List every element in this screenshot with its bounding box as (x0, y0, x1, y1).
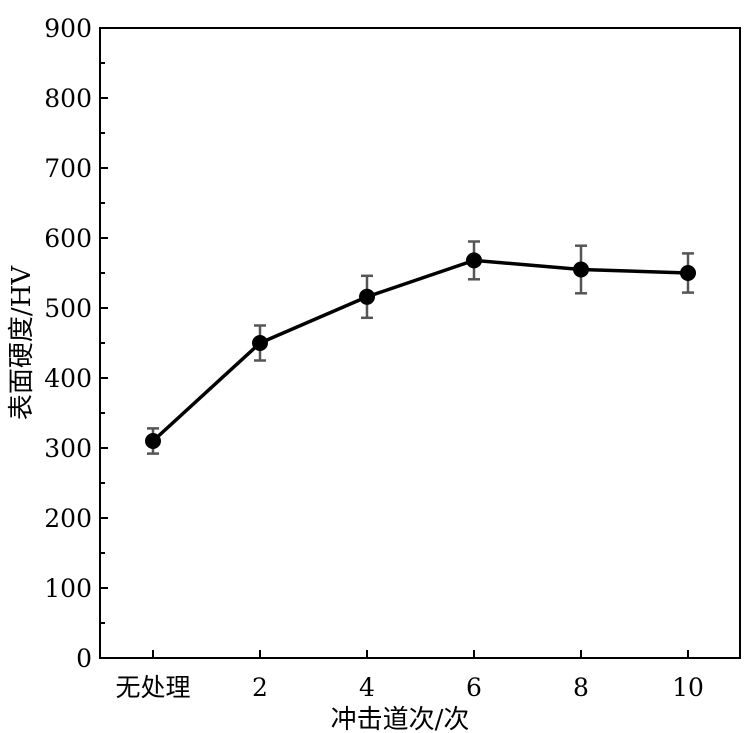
x-tick-label: 8 (573, 673, 589, 702)
data-point (680, 265, 696, 281)
x-axis: 无处理 2 4 6 8 10 (115, 650, 704, 702)
y-tick-label: 900 (44, 14, 92, 43)
y-tick-label: 800 (44, 84, 92, 113)
x-tick-label: 4 (359, 673, 375, 702)
x-tick-label: 2 (252, 673, 268, 702)
data-point (573, 261, 589, 278)
y-tick-label: 700 (44, 154, 92, 183)
y-tick-label: 400 (44, 364, 92, 393)
y-axis-label: 表面硬度/HV (7, 265, 37, 420)
data-point (466, 252, 482, 269)
x-tick-label: 10 (672, 673, 704, 702)
series-line (151, 258, 689, 443)
data-point (145, 433, 161, 449)
data-point (359, 288, 375, 305)
y-tick-label: 200 (44, 504, 92, 533)
y-tick-label: 300 (44, 434, 92, 463)
plot-frame (99, 27, 741, 659)
x-tick-label: 无处理 (115, 673, 190, 702)
y-tick-label: 0 (76, 644, 92, 673)
y-tick-label: 500 (44, 294, 92, 323)
x-tick-label: 6 (466, 673, 482, 702)
x-axis-label: 冲击道次/次 (331, 705, 470, 733)
y-axis: 0 100 200 300 400 500 600 700 800 900 (44, 14, 108, 673)
y-tick-label: 600 (44, 224, 92, 253)
y-tick-label: 100 (44, 574, 92, 603)
series (145, 240, 696, 455)
data-point (252, 335, 268, 351)
